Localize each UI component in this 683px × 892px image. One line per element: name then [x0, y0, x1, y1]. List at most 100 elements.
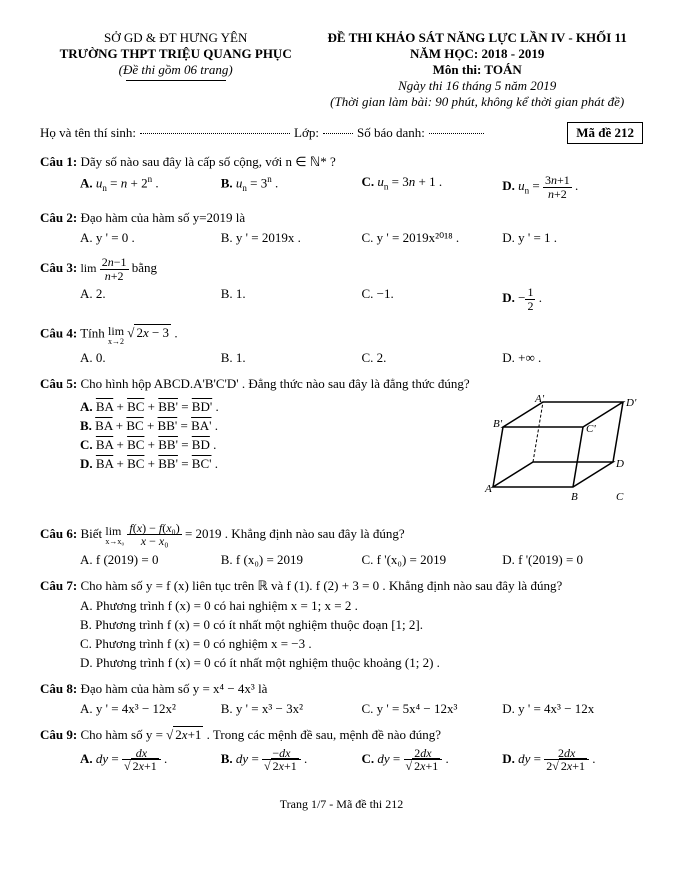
q9-options: A. dy = dx√2x+1 . B. dy = −dx√2x+1 . C. …: [80, 747, 643, 773]
q6-frac: f(x) − f(x₀) x − x₀: [127, 522, 181, 548]
exam-year: NĂM HỌC: 2018 - 2019: [311, 46, 643, 62]
q4-sqrt: 2x − 3: [127, 324, 171, 340]
q2-text: Đạo hàm của hàm số y=2019 là: [80, 210, 245, 225]
question-4: Câu 4: Tính limx→2 2x − 3 . A. 0. B. 1. …: [40, 323, 643, 366]
class-blank: [323, 133, 353, 134]
q3-opt-b: B. 1.: [221, 286, 362, 312]
q1-opt-a: A. un = n + 2n .: [80, 174, 221, 200]
page-footer: Trang 1/7 - Mã đề thi 212: [40, 797, 643, 812]
question-3: Câu 3: lim 2n−1n+2 bằng A. 2. B. 1. C. −…: [40, 256, 643, 312]
q3-lim: lim: [80, 261, 96, 275]
q3-options: A. 2. B. 1. C. −1. D. −12 .: [80, 286, 643, 312]
q7-opt-b: B. Phương trình f (x) = 0 có ít nhất một…: [80, 617, 643, 633]
q5-lbl-c: C: [616, 491, 624, 503]
q5-lbl-ap: A': [534, 393, 545, 405]
q5-opt-c: C. BA + BC + BB' = BD .: [80, 437, 465, 453]
q3-opt-a: A. 2.: [80, 286, 221, 312]
q5-figure: A B C D A' B' D' C': [473, 392, 643, 512]
q6-opt-b: B. f (x₀) = 2019: [221, 552, 362, 568]
exam-date: Ngày thi 16 tháng 5 năm 2019: [311, 78, 643, 94]
exam-title: ĐỀ THI KHẢO SÁT NĂNG LỰC LẦN IV - KHỐI 1…: [311, 30, 643, 46]
q6-lim: limx→x₀: [105, 523, 124, 546]
q2-opt-b: B. y ' = 2019x .: [221, 230, 362, 246]
q6-opt-a: A. f (2019) = 0: [80, 552, 221, 568]
q7-options: A. Phương trình f (x) = 0 có hai nghiệm …: [80, 598, 643, 671]
pages-line: (Đề thi gồm 06 trang): [40, 62, 311, 78]
q7-opt-a: A. Phương trình f (x) = 0 có hai nghiệm …: [80, 598, 643, 614]
q5-lbl-a: A: [484, 483, 492, 495]
q5-opt-a: A. BA + BC + BB' = BD' .: [80, 399, 465, 415]
q9-opt-b: B. dy = −dx√2x+1 .: [221, 747, 362, 773]
q8-opt-c: C. y ' = 5x⁴ − 12x³: [362, 701, 503, 717]
question-5: Câu 5: Cho hình hộp ABCD.A'B'C'D' . Đẳng…: [40, 376, 643, 512]
q8-opt-d: D. y ' = 4x³ − 12x: [502, 701, 643, 717]
q1-opt-d: D. un = 3n+1n+2 .: [502, 174, 643, 200]
q2-opt-a: A. y ' = 0 .: [80, 230, 221, 246]
header-right: ĐỀ THI KHẢO SÁT NĂNG LỰC LẦN IV - KHỐI 1…: [311, 30, 643, 110]
header: SỞ GD & ĐT HƯNG YÊN TRƯỜNG THPT TRIỆU QU…: [40, 30, 643, 110]
exam-code-box: Mã đề 212: [567, 122, 643, 144]
sbd-label: Số báo danh:: [357, 125, 425, 141]
q4-text: Tính: [80, 325, 105, 340]
q2-label: Câu 2:: [40, 210, 77, 225]
q8-opt-b: B. y ' = x³ − 3x²: [221, 701, 362, 717]
q3-label: Câu 3:: [40, 260, 77, 275]
question-8: Câu 8: Đạo hàm của hàm số y = x⁴ − 4x³ l…: [40, 681, 643, 717]
question-9: Câu 9: Cho hàm số y = 2x+1 . Trong các m…: [40, 727, 643, 773]
q5-text: Cho hình hộp ABCD.A'B'C'D' . Đẳng thức n…: [80, 376, 469, 391]
q9-opt-c: C. dy = 2dx√2x+1 .: [362, 747, 503, 773]
q4-lim: limx→2: [108, 323, 124, 346]
question-2: Câu 2: Đạo hàm của hàm số y=2019 là A. y…: [40, 210, 643, 246]
q6-opt-d: D. f '(2019) = 0: [502, 552, 643, 568]
student-name-blank: [140, 133, 290, 134]
q4-opt-d: D. +∞ .: [502, 350, 643, 366]
q9-after: . Trong các mệnh đề sau, mệnh đề nào đún…: [207, 727, 441, 742]
school-line: TRƯỜNG THPT TRIỆU QUANG PHỤC: [40, 46, 311, 62]
q4-opt-c: C. 2.: [362, 350, 503, 366]
student-name-label: Họ và tên thí sinh:: [40, 125, 136, 141]
student-line: Họ và tên thí sinh: Lớp: Số báo danh: Mã…: [40, 122, 643, 144]
q1-options: A. un = n + 2n . B. un = 3n . C. un = 3n…: [80, 174, 643, 200]
q7-text: Cho hàm số y = f (x) liên tục trên ℝ và …: [80, 578, 562, 593]
q9-opt-a: A. dy = dx√2x+1 .: [80, 747, 221, 773]
q2-options: A. y ' = 0 . B. y ' = 2019x . C. y ' = 2…: [80, 230, 643, 246]
q5-opt-b: B. BA + BC + BB' = BA' .: [80, 418, 465, 434]
q4-opt-b: B. 1.: [221, 350, 362, 366]
q5-label: Câu 5:: [40, 376, 77, 391]
q6-label: Câu 6:: [40, 526, 77, 541]
header-left-underline: [126, 80, 226, 81]
q6-opt-c: C. f '(x₀) = 2019: [362, 552, 503, 568]
exam-duration: (Thời gian làm bài: 90 phút, không kể th…: [311, 94, 643, 110]
question-1: Câu 1: Dãy số nào sau đây là cấp số cộng…: [40, 154, 643, 200]
q4-options: A. 0. B. 1. C. 2. D. +∞ .: [80, 350, 643, 366]
q3-frac: 2n−1n+2: [100, 256, 129, 282]
q4-label: Câu 4:: [40, 325, 77, 340]
q9-label: Câu 9:: [40, 727, 77, 742]
q4-opt-a: A. 0.: [80, 350, 221, 366]
q5-lbl-d: D: [615, 458, 624, 470]
exam-subject: Môn thi: TOÁN: [311, 62, 643, 78]
q5-lbl-bp: B': [493, 418, 503, 430]
q9-before: Cho hàm số y =: [80, 727, 162, 742]
dept-line: SỞ GD & ĐT HƯNG YÊN: [40, 30, 311, 46]
q5-lbl-cp: C': [586, 423, 596, 435]
q9-opt-d: D. dy = 2dx2√2x+1 .: [502, 747, 643, 773]
q7-label: Câu 7:: [40, 578, 77, 593]
q1-opt-b: B. un = 3n .: [221, 174, 362, 200]
question-6: Câu 6: Biết limx→x₀ f(x) − f(x₀) x − x₀ …: [40, 522, 643, 568]
sbd-blank: [429, 133, 484, 134]
q1-text: Dãy số nào sau đây là cấp số cộng, với n…: [80, 154, 335, 169]
q7-opt-d: D. Phương trình f (x) = 0 có ít nhất một…: [80, 655, 643, 671]
q3-opt-c: C. −1.: [362, 286, 503, 312]
q2-opt-d: D. y ' = 1 .: [502, 230, 643, 246]
q5-lbl-dp: D': [625, 397, 637, 409]
q2-opt-c: C. y ' = 2019x²⁰¹⁸ .: [362, 230, 503, 246]
header-left: SỞ GD & ĐT HƯNG YÊN TRƯỜNG THPT TRIỆU QU…: [40, 30, 311, 110]
q7-opt-c: C. Phương trình f (x) = 0 có nghiệm x = …: [80, 636, 643, 652]
q3-after: bằng: [132, 260, 157, 275]
question-7: Câu 7: Cho hàm số y = f (x) liên tục trê…: [40, 578, 643, 671]
q1-label: Câu 1:: [40, 154, 77, 169]
q5-lbl-b: B: [571, 491, 578, 503]
q6-options: A. f (2019) = 0 B. f (x₀) = 2019 C. f '(…: [80, 552, 643, 568]
q8-label: Câu 8:: [40, 681, 77, 696]
